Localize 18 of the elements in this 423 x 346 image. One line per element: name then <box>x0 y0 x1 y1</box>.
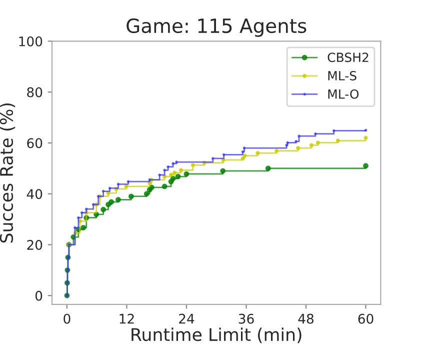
y-axis-title: Succes Rate (%) <box>0 103 16 243</box>
x-tick-label: 0 <box>64 314 70 324</box>
chart-title: Game: 115 Agents <box>126 18 306 37</box>
x-tick-label: 60 <box>358 314 374 324</box>
x-tick-label: 12 <box>120 314 134 324</box>
y-tick-label: 40 <box>26 189 42 200</box>
x-tick-label: 48 <box>298 314 314 324</box>
y-tick-label: 0 <box>35 290 42 301</box>
y-tick-label: 20 <box>27 240 42 250</box>
legend-label: CBSH2 <box>328 52 368 62</box>
y-tick-label: 60 <box>27 138 42 148</box>
y-tick-label: 100 <box>19 36 42 46</box>
legend-label: ML-O <box>328 89 359 99</box>
x-axis-title: Runtime Limit (min) <box>132 328 302 344</box>
y-tick-label: 80 <box>27 87 42 98</box>
x-tick-label: 24 <box>179 314 194 324</box>
legend-label: ML-S <box>328 70 356 80</box>
x-tick-label: 36 <box>238 314 254 324</box>
